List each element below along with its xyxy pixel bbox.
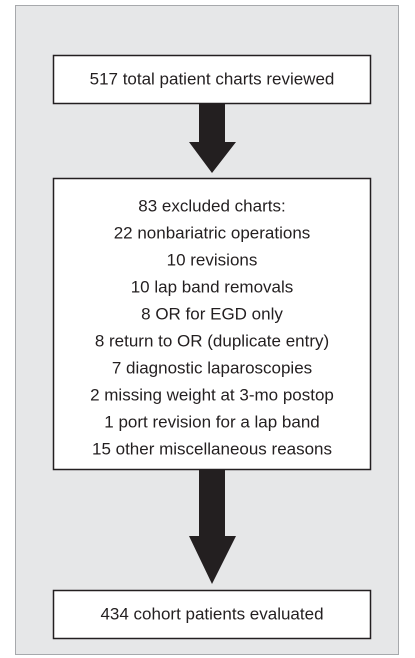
box-text: 7 diagnostic laparoscopies bbox=[112, 358, 312, 377]
arrow-shaft bbox=[199, 103, 225, 143]
box-text: 434 cohort patients evaluated bbox=[100, 604, 323, 623]
box bbox=[52, 589, 372, 640]
arrow-head bbox=[189, 142, 236, 173]
box-text: 517 total patient charts reviewed bbox=[90, 69, 335, 88]
labels: 517 total patient charts reviewed 83 excl… bbox=[90, 69, 335, 623]
box-text: 8 OR for EGD only bbox=[141, 304, 283, 323]
box-text: 83 excluded charts: bbox=[138, 196, 285, 215]
box-text: 8 return to OR (duplicate entry) bbox=[95, 331, 329, 350]
box-text: 10 lap band removals bbox=[131, 277, 294, 296]
box-text: 10 revisions bbox=[167, 250, 258, 269]
arrow-shaft bbox=[199, 470, 225, 537]
box bbox=[52, 177, 372, 471]
box-text: 15 other miscellaneous reasons bbox=[92, 439, 332, 458]
box bbox=[52, 54, 372, 105]
box-text: 2 missing weight at 3-mo postop bbox=[90, 385, 334, 404]
box-text: 1 port revision for a lap band bbox=[104, 412, 319, 431]
arrow-head bbox=[189, 536, 236, 584]
box-text: 22 nonbariatric operations bbox=[114, 223, 311, 242]
